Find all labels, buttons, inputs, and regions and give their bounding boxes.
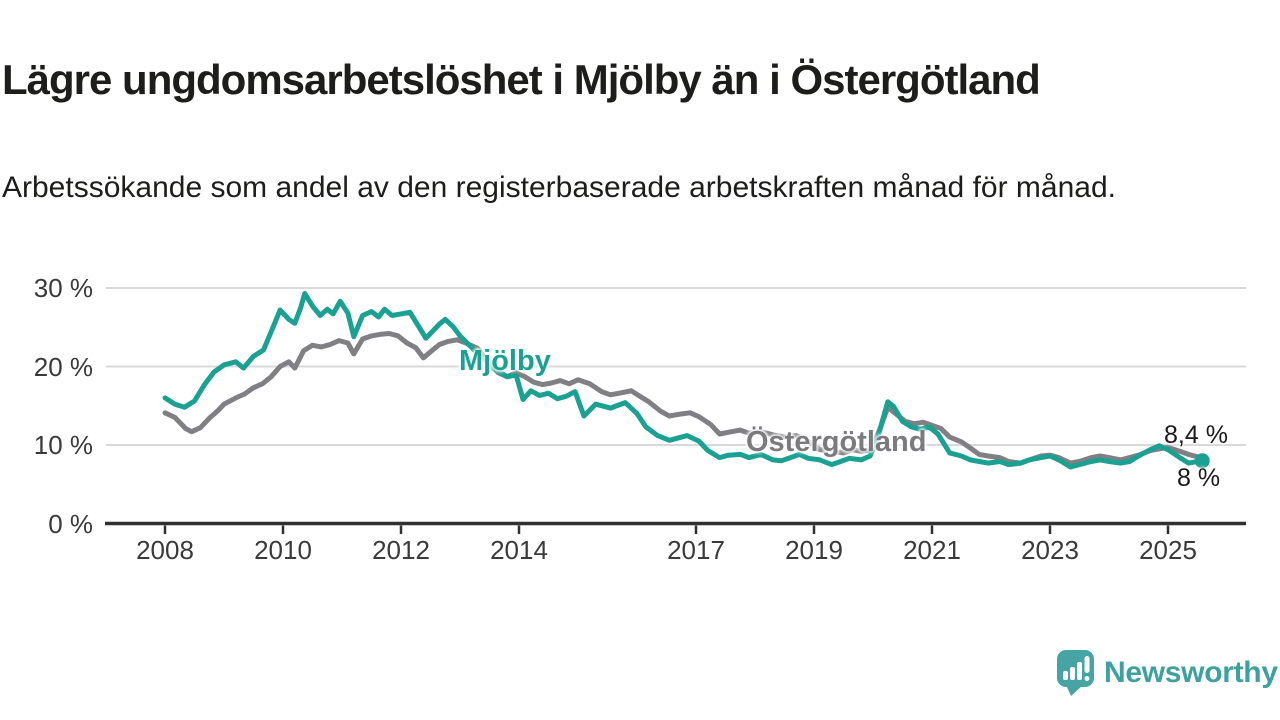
y-tick-label: 0 % [48, 508, 93, 539]
chart-subtitle: Arbetssökande som andel av den registerb… [2, 171, 1116, 204]
chart-title: Lägre ungdomsarbetslöshet i Mjölby än i … [2, 56, 1041, 104]
x-tick-label: 2021 [903, 535, 961, 565]
x-tick-label: 2012 [372, 535, 430, 565]
end-value-label-ostergotland: 8,4 % [1164, 421, 1228, 449]
end-value-label-mjolby: 8 % [1177, 464, 1221, 492]
x-tick-label: 2014 [490, 535, 548, 565]
x-tick-label: 2010 [254, 535, 312, 565]
x-tick-label: 2019 [785, 535, 843, 565]
y-tick-label: 20 % [33, 351, 93, 382]
x-tick-label: 2025 [1139, 535, 1197, 565]
x-tick-label: 2023 [1021, 535, 1079, 565]
x-tick-label: 2008 [136, 535, 194, 565]
series-end-marker-mjlby [1194, 453, 1210, 469]
x-axis-ticks [163, 525, 1170, 534]
series-lines [162, 291, 1210, 470]
y-tick-label: 10 % [33, 430, 93, 460]
newsworthy-logo-icon [1057, 650, 1094, 696]
x-tick-label: 2017 [667, 535, 725, 565]
newsworthy-logo-text: Newsworthy [1104, 655, 1278, 689]
y-tick-label: 30 % [33, 273, 93, 303]
series-line-mjlby [162, 291, 1205, 470]
series-line-stergtland [162, 331, 1205, 466]
newsworthy-logo: Newsworthy [1056, 649, 1278, 696]
series-label-ostergotland: Östergötland [746, 426, 927, 458]
series-label-mjolby: Mjölby [459, 345, 551, 377]
